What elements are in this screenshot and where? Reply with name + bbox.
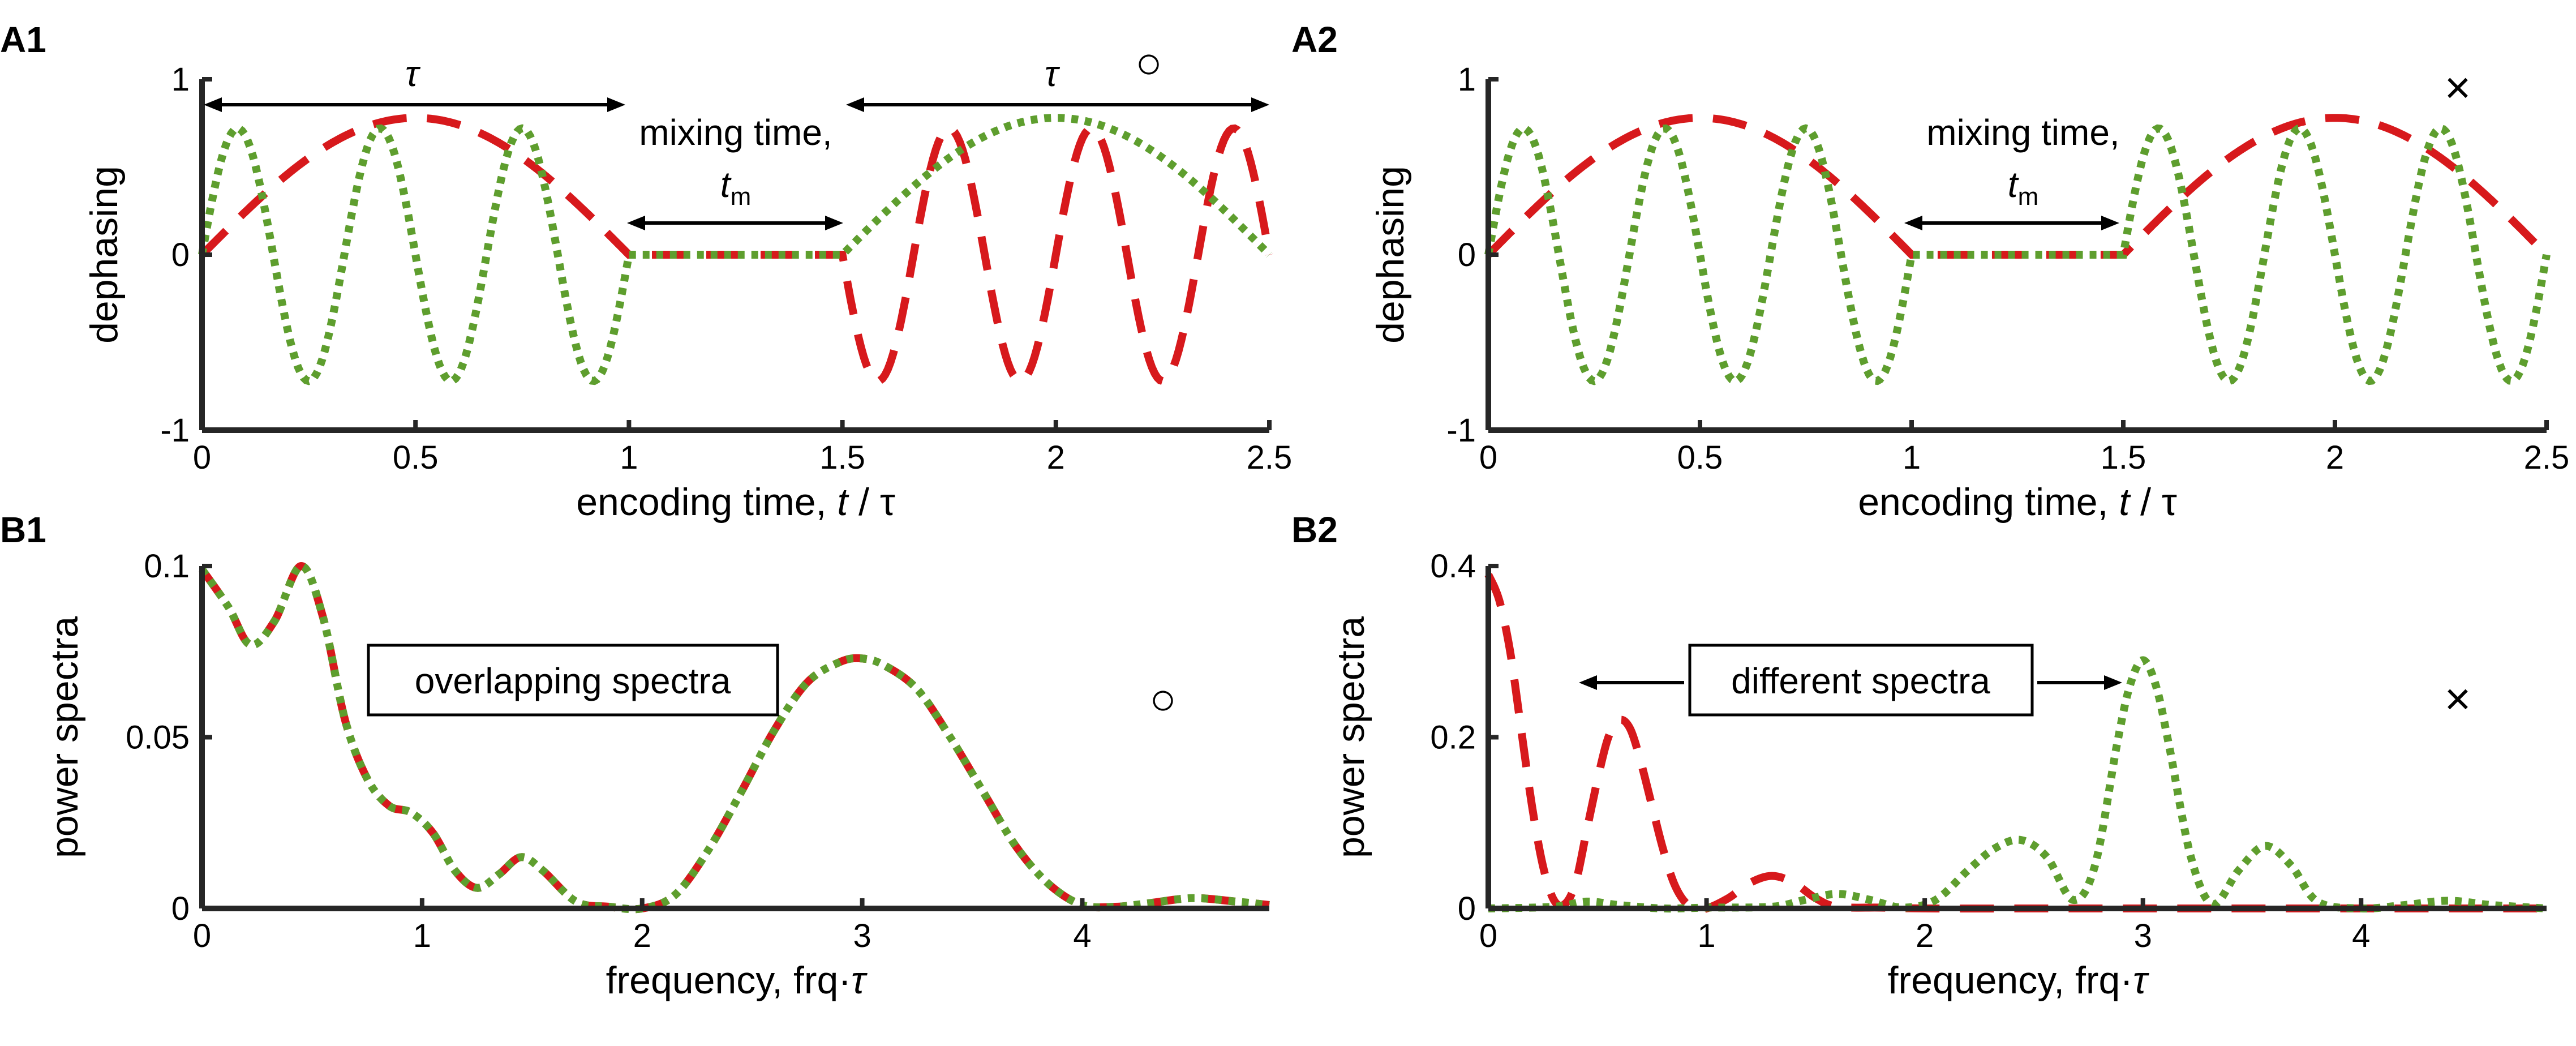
mixing-var-a1-t: t [720, 164, 732, 205]
x-tick-label-b2: 2 [1916, 918, 1934, 954]
x-axis-label-tail-a1: / τ [848, 481, 895, 524]
x-tick-label-a2: 2 [2326, 439, 2344, 476]
x-tick-label-b1: 1 [413, 918, 431, 954]
y-axis-label-a1: dephasing [83, 166, 126, 344]
x-tick-label-a1: 2 [1047, 439, 1065, 476]
tau-right-label: τ [1045, 53, 1061, 94]
panel-label-b1: B1 [0, 509, 46, 550]
x-axis-label-text-b1: frequency, frq· [606, 959, 851, 1002]
mixing-var-a2-sub: m [2018, 183, 2039, 211]
x-tick-label-a1: 0 [193, 439, 211, 476]
y-tick-label-b1: 0.05 [126, 719, 190, 756]
y-axis-label-a2: dephasing [1369, 166, 1412, 344]
x-tick-label-a2: 0 [1479, 439, 1497, 476]
y-axis-label-b1: power spectra [43, 616, 86, 858]
annotation-tau-right: τ [846, 53, 1269, 112]
x-tick-label-a1: 1 [620, 439, 638, 476]
x-tick-label-a1: 2.5 [1247, 439, 1293, 476]
series-b1-red-dashed [199, 562, 1270, 914]
tau-left-label: τ [405, 53, 421, 94]
x-tick-label-b1: 2 [633, 918, 651, 954]
y-tick-label-a2: -1 [1446, 412, 1476, 449]
x-tick-label-b2: 3 [2134, 918, 2152, 954]
mixing-var-a1-sub: m [731, 183, 752, 211]
x-tick-label-a1: 1.5 [819, 439, 865, 476]
x-axis-label-var-a2: t [2119, 481, 2131, 524]
marker-cross-a2: × [2445, 62, 2471, 113]
series-b1-green-dotted [199, 562, 1270, 914]
x-axis-label-var-b2: τ [2133, 959, 2149, 1002]
x-axis-label-var-b1: τ [851, 959, 868, 1002]
y-tick-label-b2: 0.4 [1430, 548, 1476, 585]
marker-circle-a1: ○ [1135, 37, 1162, 88]
x-axis-label-a1: encoding time, t / τ [576, 481, 895, 524]
x-tick-label-b2: 4 [2352, 918, 2370, 954]
y-tick-label-b1: 0.1 [144, 548, 190, 585]
x-tick-label-b1: 3 [853, 918, 871, 954]
x-tick-label-b1: 4 [1073, 918, 1091, 954]
marker-circle-b1: ○ [1149, 674, 1177, 724]
mixing-time-label-a1: mixing time, [639, 112, 832, 153]
y-tick-label-a1: 0 [171, 237, 190, 273]
x-tick-label-b2: 1 [1697, 918, 1715, 954]
mixing-var-a2-t: t [2008, 164, 2019, 205]
mixing-var-a1: tm [720, 164, 751, 211]
y-tick-label-b2: 0.2 [1430, 719, 1476, 756]
y-tick-label-a2: 0 [1458, 237, 1476, 273]
x-tick-label-b2: 0 [1479, 918, 1497, 954]
x-axis-label-text-b2: frequency, frq· [1888, 959, 2133, 1002]
different-spectra-label: different spectra [1731, 661, 1990, 701]
x-axis-label-text-a2: encoding time, [1858, 481, 2119, 524]
panel-label-b2: B2 [1291, 509, 1338, 550]
panel-label-a1: A1 [0, 19, 46, 60]
x-tick-label-b1: 0 [193, 918, 211, 954]
x-tick-label-a1: 0.5 [393, 439, 439, 476]
axes-b1: 0 1 2 3 4 0 0.05 0.1 frequency, frq·τ power spect… [43, 548, 1270, 1002]
x-axis-label-text-a1: encoding time, [576, 481, 837, 524]
series-b2-red-dashed [1484, 573, 2547, 914]
y-tick-label-b1: 0 [171, 890, 190, 927]
series-a2-green-dotted [1484, 124, 2551, 385]
series-a1-red-dashed [199, 114, 1273, 385]
y-tick-label-b2: 0 [1458, 890, 1476, 927]
panel-label-a2: A2 [1291, 19, 1338, 60]
overlapping-spectra-label: overlapping spectra [415, 661, 731, 701]
x-axis-label-b1: frequency, frq·τ [606, 959, 868, 1002]
annotation-box-b1: overlapping spectra [367, 644, 779, 717]
x-tick-label-a2: 1 [1903, 439, 1921, 476]
annotation-tau-left: τ [204, 53, 625, 112]
x-tick-label-a2: 1.5 [2101, 439, 2146, 476]
mixing-time-label-a2: mixing time, [1926, 112, 2119, 153]
marker-cross-b2: × [2445, 674, 2471, 724]
y-tick-label-a1: -1 [160, 412, 190, 449]
annotation-mixing-time-a2: mixing time, tm [1904, 112, 2120, 230]
y-tick-label-a2: 1 [1458, 61, 1476, 98]
series-a2-red-dashed [1486, 114, 2549, 259]
x-tick-label-a2: 2.5 [2524, 439, 2570, 476]
annotation-box-b2: different spectra [1579, 644, 2122, 717]
x-tick-label-a2: 0.5 [1677, 439, 1723, 476]
y-tick-label-a1: 1 [171, 61, 190, 98]
mixing-var-a2: tm [2008, 164, 2038, 211]
axes-b2: 0 1 2 3 4 0 0.2 0.4 frequency, frq·τ power spectr… [1329, 548, 2547, 1002]
y-axis-label-b2: power spectra [1329, 616, 1372, 858]
x-axis-label-b2: frequency, frq·τ [1888, 959, 2149, 1002]
x-axis-label-var-a1: t [837, 481, 849, 524]
x-axis-label-tail-a2: / τ [2130, 481, 2177, 524]
annotation-mixing-time-a1: mixing time, tm [627, 112, 843, 230]
x-axis-label-a2: encoding time, t / τ [1858, 481, 2177, 524]
